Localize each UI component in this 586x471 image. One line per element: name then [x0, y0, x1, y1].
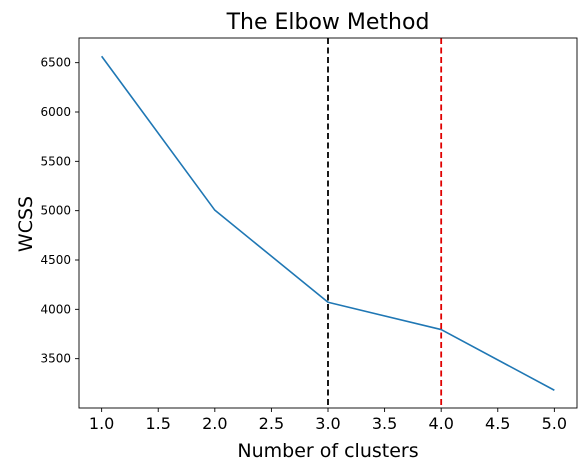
y-tick-label: 5000 [40, 204, 71, 218]
y-axis-label: WCSS [15, 196, 37, 252]
y-tick-label: 4500 [40, 253, 71, 267]
x-tick-label: 4.0 [428, 414, 453, 433]
series-line-0 [100, 55, 555, 391]
x-tick-label: 1.5 [146, 414, 171, 433]
x-tick-label: 3.0 [315, 414, 340, 433]
y-tick-label: 6000 [40, 105, 71, 119]
chart-title: The Elbow Method [226, 10, 430, 35]
x-tick-label: 2.5 [259, 414, 284, 433]
x-axis-label: Number of clusters [237, 440, 418, 462]
y-tick-label: 3500 [40, 352, 71, 366]
x-tick-label: 5.0 [542, 414, 567, 433]
x-tick-label: 2.0 [202, 414, 227, 433]
y-tick-label: 5500 [40, 154, 71, 168]
x-tick-label: 1.0 [89, 414, 114, 433]
plot-area: 1.0 1.5 2.0 2.5 3.0 3.5 4.0 4.5 5.0 3500 4000 4500 5… [40, 37, 578, 433]
x-tick-label: 4.5 [485, 414, 510, 433]
y-tick-label: 4000 [40, 302, 71, 316]
x-tick-label: 3.5 [372, 414, 397, 433]
y-tick-label: 6500 [40, 56, 71, 70]
